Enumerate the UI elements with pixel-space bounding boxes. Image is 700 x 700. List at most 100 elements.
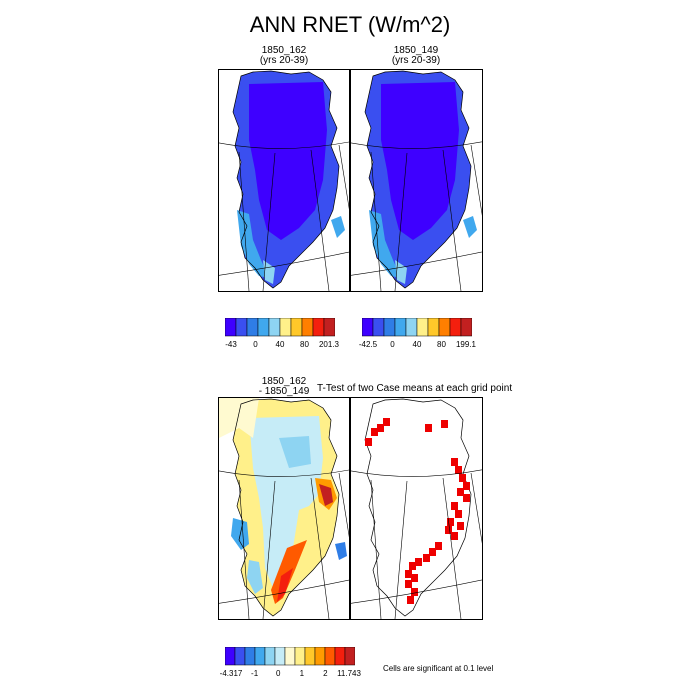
colorbar-swatch — [405, 318, 418, 337]
colorbar-tick-label: 40 — [275, 340, 285, 349]
panel2-title-line2: (yrs 20-39) — [391, 55, 441, 66]
colorbar-swatch — [244, 647, 256, 666]
colorbar-swatch — [324, 647, 336, 666]
map-panel-4-svg — [351, 398, 482, 619]
longitude-line — [262, 152, 276, 291]
colorbar-tick-label: 0 — [253, 340, 258, 349]
longitude-line — [442, 477, 462, 619]
significant-cell — [377, 424, 384, 432]
map-graticule — [351, 469, 482, 619]
map-panel-2 — [350, 69, 483, 292]
map-panel-3 — [218, 397, 350, 620]
significant-cell — [435, 542, 442, 550]
colorbar-swatch — [383, 318, 396, 337]
significant-cell — [463, 482, 470, 490]
colorbar-swatch — [323, 318, 335, 337]
colorbar-swatch — [394, 318, 407, 337]
map-graticule — [219, 469, 349, 619]
colorbar-swatch — [264, 647, 276, 666]
colorbar-tick-label: -4.317 — [219, 669, 243, 678]
longitude-line — [370, 479, 382, 619]
significant-cell — [383, 418, 390, 426]
coastline — [364, 70, 472, 289]
latitude-line — [351, 469, 482, 477]
significant-cell — [371, 428, 378, 436]
colorbar-swatch — [416, 318, 429, 337]
colorbar-swatch — [362, 318, 374, 337]
colorbar-swatch — [427, 318, 440, 337]
map-east-zone — [331, 216, 345, 238]
map-panel-1 — [218, 69, 350, 292]
map-graticule — [219, 141, 349, 291]
longitude-line — [370, 151, 382, 291]
latitude-line — [219, 579, 349, 604]
significant-cell — [451, 502, 458, 510]
map-south-tip-zone — [263, 260, 275, 284]
significant-cell — [455, 510, 462, 518]
colorbar-tick-label: 2 — [323, 669, 328, 678]
colorbar-tick-label: 40 — [412, 340, 422, 349]
map-panel-4 — [350, 397, 483, 620]
latitude-line — [219, 469, 349, 477]
colorbar-swatch — [344, 647, 355, 666]
map-north-zone — [219, 398, 259, 438]
longitude-line — [470, 144, 482, 216]
colorbar-tick-label: 11.743 — [337, 669, 361, 678]
colorbar-tick-label: 80 — [437, 340, 446, 349]
panel1-title-line2: (yrs 20-39) — [259, 55, 309, 66]
colorbar-swatch — [225, 318, 237, 337]
panel1-title: 1850_162 (yrs 20-39) — [218, 46, 350, 66]
significant-cell — [429, 548, 436, 556]
panel3-title: 1850_162 - 1850_149 — [218, 377, 350, 397]
colorbar-swatch — [301, 318, 314, 337]
significant-cell — [451, 458, 458, 466]
map-interior-zone — [249, 82, 327, 240]
latitude-line — [351, 141, 482, 149]
significant-cell — [425, 424, 432, 432]
colorbar-swatch — [294, 647, 306, 666]
colorbar-tick-label: -42.5 — [358, 340, 378, 349]
colorbar-tick-label: 0 — [390, 340, 395, 349]
colorbar-swatch — [279, 318, 292, 337]
colorbar-tick-label: -43 — [225, 340, 237, 349]
significant-cell — [423, 554, 430, 562]
significant-cell — [447, 518, 454, 526]
significant-cell — [415, 558, 422, 566]
colorbar-tick-label: 0 — [275, 669, 281, 678]
significant-cell — [457, 522, 464, 530]
significant-cell — [409, 562, 416, 570]
map-panel-3-svg — [219, 398, 349, 619]
colorbar-tick-label: 1 — [299, 669, 305, 678]
panel2-title: 1850_149 (yrs 20-39) — [350, 46, 482, 66]
colorbar-2 — [362, 318, 472, 337]
map-south-west-zone — [369, 210, 401, 278]
latitude-line — [219, 251, 349, 276]
colorbar-swatch — [312, 318, 325, 337]
map-panel-2-svg — [351, 70, 482, 291]
longitude-line — [442, 149, 462, 291]
latitude-line — [351, 579, 482, 604]
significant-cell — [463, 494, 470, 502]
longitude-line — [238, 479, 250, 619]
map-graticule — [351, 141, 482, 291]
colorbar-tick-label: 199.1 — [455, 340, 477, 349]
map-south-west-zone — [247, 560, 263, 594]
map-panel-1-svg — [219, 70, 349, 291]
longitude-line — [310, 149, 330, 291]
map-south-west-zone — [237, 210, 269, 278]
colorbar-swatch — [334, 647, 346, 666]
longitude-line — [262, 480, 276, 619]
significant-cell — [405, 570, 412, 578]
colorbar-swatch — [254, 647, 266, 666]
colorbar-tick-label: 80 — [300, 340, 309, 349]
significant-cell — [365, 438, 372, 446]
colorbar-swatch — [246, 318, 259, 337]
significant-cell — [459, 474, 466, 482]
longitude-line — [310, 477, 330, 619]
significant-cell — [457, 488, 464, 496]
longitude-line — [338, 144, 349, 210]
colorbar-swatch — [304, 647, 316, 666]
significant-cell — [407, 596, 414, 604]
map-interior-zone — [381, 82, 459, 240]
colorbar-swatch — [257, 318, 270, 337]
